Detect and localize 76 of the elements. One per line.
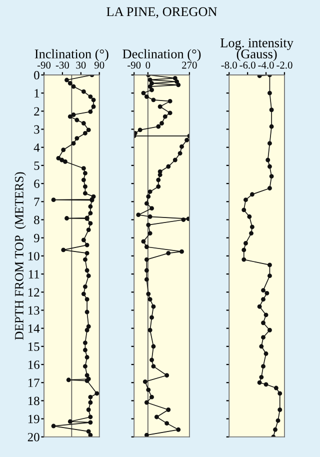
point	[250, 224, 254, 230]
chart-title: Log. intensity (Gauss)	[220, 38, 294, 62]
chart-title: Inclination (°)	[34, 49, 108, 62]
y-tick-label: 4	[34, 143, 40, 152]
y-tick-label: 7	[34, 198, 40, 206]
y-tick-label: 19	[28, 414, 40, 424]
point	[267, 262, 272, 268]
y-tick-label: 15	[28, 342, 40, 351]
point	[273, 427, 278, 432]
point	[259, 374, 264, 380]
point	[247, 214, 252, 219]
y-tick-label: 17	[28, 378, 40, 387]
point	[278, 391, 282, 396]
point	[261, 288, 266, 293]
y-tick-label: 2	[34, 107, 40, 116]
y-tick-label: 13	[28, 306, 40, 315]
point	[259, 344, 264, 349]
y-tick-label: 20	[28, 432, 40, 442]
x-tick-label: 270	[182, 62, 197, 69]
point	[267, 274, 272, 278]
point	[264, 351, 268, 356]
y-tick-label: 6	[34, 180, 40, 188]
point	[242, 257, 246, 262]
point	[274, 386, 278, 390]
point	[261, 297, 266, 302]
text: LA PINE, OREGON	[106, 7, 217, 18]
point	[264, 290, 270, 296]
x-tick-label: 0	[146, 62, 150, 69]
y-tick-label: 12	[28, 288, 40, 296]
y-tick-label: 5	[34, 162, 40, 170]
point	[269, 124, 274, 129]
x-tick-label: -90	[37, 62, 51, 69]
x-tick-label: -8.0	[221, 62, 237, 69]
point	[276, 418, 280, 423]
y-tick-label: 14	[28, 324, 40, 333]
point	[267, 141, 272, 146]
y-tick-label: 10	[28, 252, 40, 260]
point	[269, 108, 274, 112]
x-tick-label: -90	[128, 62, 141, 69]
point	[264, 382, 268, 387]
point	[249, 231, 254, 236]
y-tick-label: 1	[34, 89, 40, 98]
point	[244, 241, 248, 246]
x-tick-label: -6.0	[240, 62, 256, 69]
point	[257, 304, 262, 309]
point	[261, 364, 266, 369]
point	[261, 335, 266, 340]
y-tick-label: 0	[34, 70, 40, 80]
point	[269, 174, 274, 179]
point	[242, 208, 246, 212]
chart-title: Declination (°)	[122, 49, 201, 62]
y-axis-title: DEPTH FROM TOP (METERS)	[14, 172, 26, 340]
x-tick-label: -2.0	[276, 62, 292, 69]
y-tick-label: 16	[28, 360, 40, 369]
x-tick-label: -30	[56, 62, 69, 69]
point	[257, 74, 262, 78]
point	[250, 192, 254, 197]
point	[267, 186, 272, 190]
point	[261, 320, 266, 326]
x-tick-label: -4.0	[258, 62, 274, 69]
point	[264, 312, 268, 318]
y-tick-label: 8	[34, 216, 40, 224]
y-tick-label: 18	[28, 396, 40, 406]
point	[267, 164, 272, 169]
point	[267, 90, 272, 96]
point	[266, 158, 270, 162]
y-tick-label: 9	[34, 234, 40, 242]
point	[267, 328, 272, 332]
point	[242, 248, 246, 252]
y-tick-label: 3	[34, 125, 40, 134]
point	[257, 380, 262, 385]
x-tick-label: 90	[94, 62, 104, 69]
point	[244, 198, 248, 202]
y-tick-label: 11	[28, 270, 40, 278]
point	[278, 408, 282, 412]
x-tick-label: 30	[76, 62, 86, 69]
